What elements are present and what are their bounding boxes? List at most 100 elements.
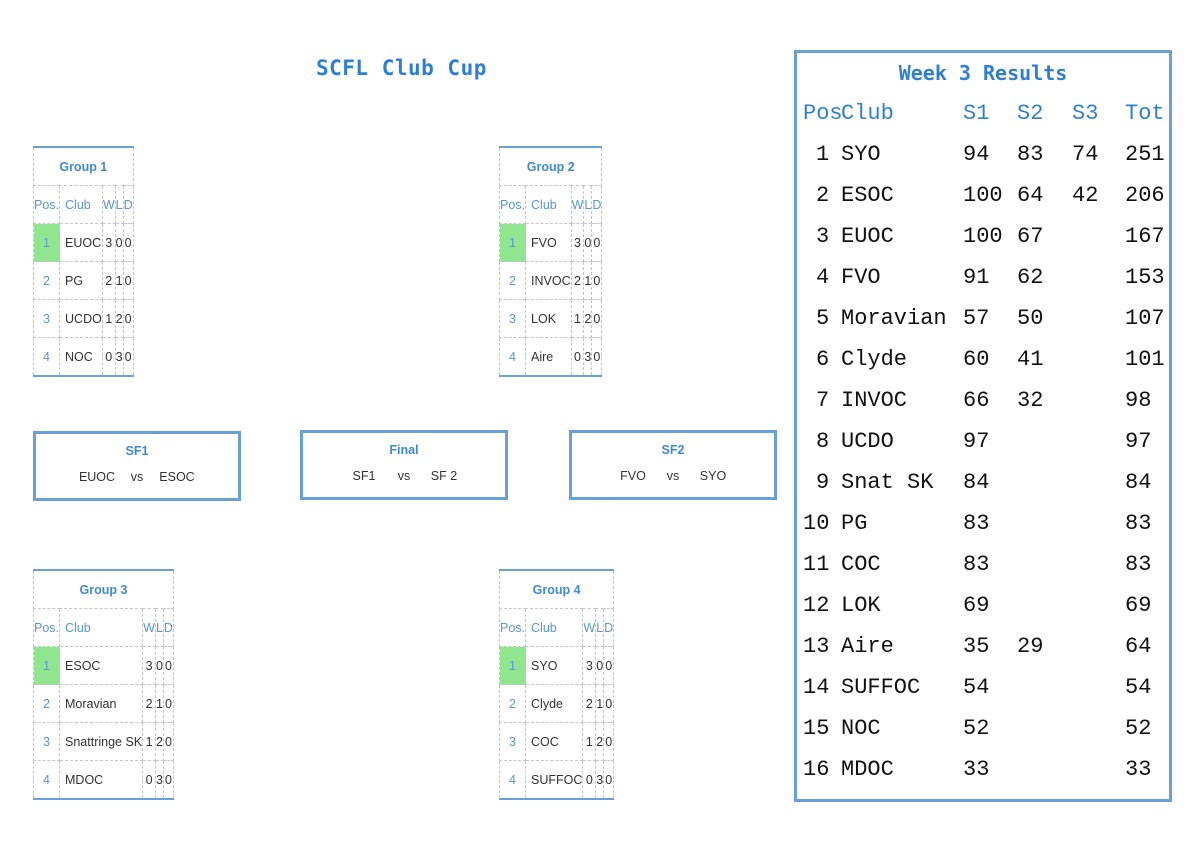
results-s1-cell: 35	[963, 634, 990, 659]
club-cell: ESOC	[59, 646, 144, 685]
losses-cell: 1	[154, 684, 164, 723]
table-row: 1 FVO 3 0 0	[498, 223, 603, 262]
position-cell: 4	[498, 760, 527, 800]
week-results-panel: Week 3 Results Pos Club S1 S2 S3 Tot 1 SYO 94 83 7…	[794, 50, 1172, 802]
results-s1-cell: 54	[963, 675, 990, 700]
results-pos-cell: 7	[816, 388, 830, 413]
col-d-header: D	[162, 608, 174, 647]
results-row: 8 UCDO 97 97	[797, 429, 1169, 470]
wins-cell: 2	[582, 684, 597, 723]
group-title: Group 3	[33, 569, 174, 609]
final-team-b: SF 2	[430, 469, 458, 483]
losses-cell: 3	[114, 337, 124, 377]
club-cell: Clyde	[525, 684, 584, 723]
losses-cell: 0	[154, 646, 164, 685]
club-cell: SUFFOC	[525, 760, 584, 800]
position-cell: 3	[498, 722, 527, 761]
results-row: 5 Moravian 57 50 107	[797, 306, 1169, 347]
results-club-cell: UCDO	[841, 429, 894, 454]
results-tot-cell: 52	[1125, 716, 1152, 741]
results-pos-cell: 16	[803, 757, 830, 782]
results-row: 1 SYO 94 83 74 251	[797, 142, 1169, 183]
draws-cell: 0	[162, 646, 174, 685]
results-s1-cell: S1	[963, 101, 990, 126]
results-s1-cell: 60	[963, 347, 990, 372]
results-tot-cell: 83	[1125, 511, 1152, 536]
col-club-header: Club	[59, 185, 103, 224]
club-cell: Snattringe SK	[59, 722, 144, 761]
results-tot-cell: 69	[1125, 593, 1152, 618]
results-s1-cell: 94	[963, 142, 990, 167]
losses-cell: 3	[583, 337, 593, 377]
results-tot-cell: 98	[1125, 388, 1152, 413]
group-title: Group 4	[498, 569, 615, 609]
results-title: Week 3 Results	[898, 61, 1068, 85]
results-row: 14 SUFFOC 54 54	[797, 675, 1169, 716]
losses-cell: 2	[583, 299, 593, 338]
draws-cell: 0	[603, 722, 615, 761]
col-d-header: D	[122, 185, 134, 224]
results-club-cell: MDOC	[841, 757, 894, 782]
wins-cell: 1	[570, 299, 585, 338]
results-tot-cell: 54	[1125, 675, 1152, 700]
results-pos-cell: 6	[816, 347, 830, 372]
col-l-header: L	[154, 608, 164, 647]
sf1-vs: vs	[130, 470, 144, 484]
table-row: 4 SUFFOC 0 3 0	[498, 760, 615, 800]
results-pos-cell: Pos	[803, 101, 843, 126]
results-tot-cell: 251	[1125, 142, 1165, 167]
group-table: Group 2 Pos. Club W L D 1 FVO 3 0 0 2 IN…	[498, 146, 603, 377]
results-row: 15 NOC 52 52	[797, 716, 1169, 757]
results-tot-cell: 97	[1125, 429, 1152, 454]
results-tot-cell: 107	[1125, 306, 1165, 331]
results-club-cell: COC	[841, 552, 881, 577]
club-cell: FVO	[525, 223, 572, 262]
losses-cell: 0	[114, 223, 124, 262]
col-l-header: L	[114, 185, 124, 224]
results-row: 13 Aire 35 29 64	[797, 634, 1169, 675]
results-s1-cell: 66	[963, 388, 990, 413]
results-row: 11 COC 83 83	[797, 552, 1169, 593]
results-row: 3 EUOC 100 67 167	[797, 224, 1169, 265]
page-title: SCFL Club Cup	[316, 56, 487, 80]
sf1-title: SF1	[125, 444, 149, 458]
sf2-team-b: SYO	[699, 469, 727, 483]
club-cell: EUOC	[59, 223, 103, 262]
results-pos-cell: 15	[803, 716, 830, 741]
results-club-cell: Snat SK	[841, 470, 934, 495]
results-pos-cell: 13	[803, 634, 830, 659]
wins-cell: 1	[101, 299, 116, 338]
table-row: 2 Moravian 2 1 0	[32, 684, 174, 723]
position-cell: 1	[32, 646, 61, 685]
col-w-header: W	[582, 608, 597, 647]
results-row: 12 LOK 69 69	[797, 593, 1169, 634]
results-club-cell: Clyde	[841, 347, 908, 372]
table-row: 3 Snattringe SK 1 2 0	[32, 722, 174, 761]
results-club-cell: SYO	[841, 142, 881, 167]
club-cell: LOK	[525, 299, 572, 338]
table-row: 1 EUOC 3 0 0	[32, 223, 134, 262]
results-s1-cell: 91	[963, 265, 990, 290]
results-club-cell: SUFFOC	[841, 675, 921, 700]
draws-cell: 0	[122, 261, 134, 300]
position-cell: 2	[32, 684, 61, 723]
results-tot-cell: 101	[1125, 347, 1165, 372]
wins-cell: 3	[101, 223, 116, 262]
results-row: 4 FVO 91 62 153	[797, 265, 1169, 306]
results-pos-cell: 14	[803, 675, 830, 700]
group-table: Group 1 Pos. Club W L D 1 EUOC 3 0 0 2 P…	[32, 146, 134, 377]
club-cell: INVOC	[525, 261, 572, 300]
results-club-cell: LOK	[841, 593, 881, 618]
results-s2-cell: 64	[1017, 183, 1044, 208]
draws-cell: 0	[162, 760, 174, 800]
wins-cell: 0	[101, 337, 116, 377]
col-club-header: Club	[59, 608, 144, 647]
results-club-cell: FVO	[841, 265, 881, 290]
position-cell: 3	[498, 299, 527, 338]
club-cell: COC	[525, 722, 584, 761]
position-cell: 1	[498, 223, 527, 262]
wins-cell: 2	[142, 684, 156, 723]
table-row: 2 INVOC 2 1 0	[498, 261, 603, 300]
results-header-row: Pos Club S1 S2 S3 Tot	[797, 101, 1169, 142]
results-s1-cell: 33	[963, 757, 990, 782]
